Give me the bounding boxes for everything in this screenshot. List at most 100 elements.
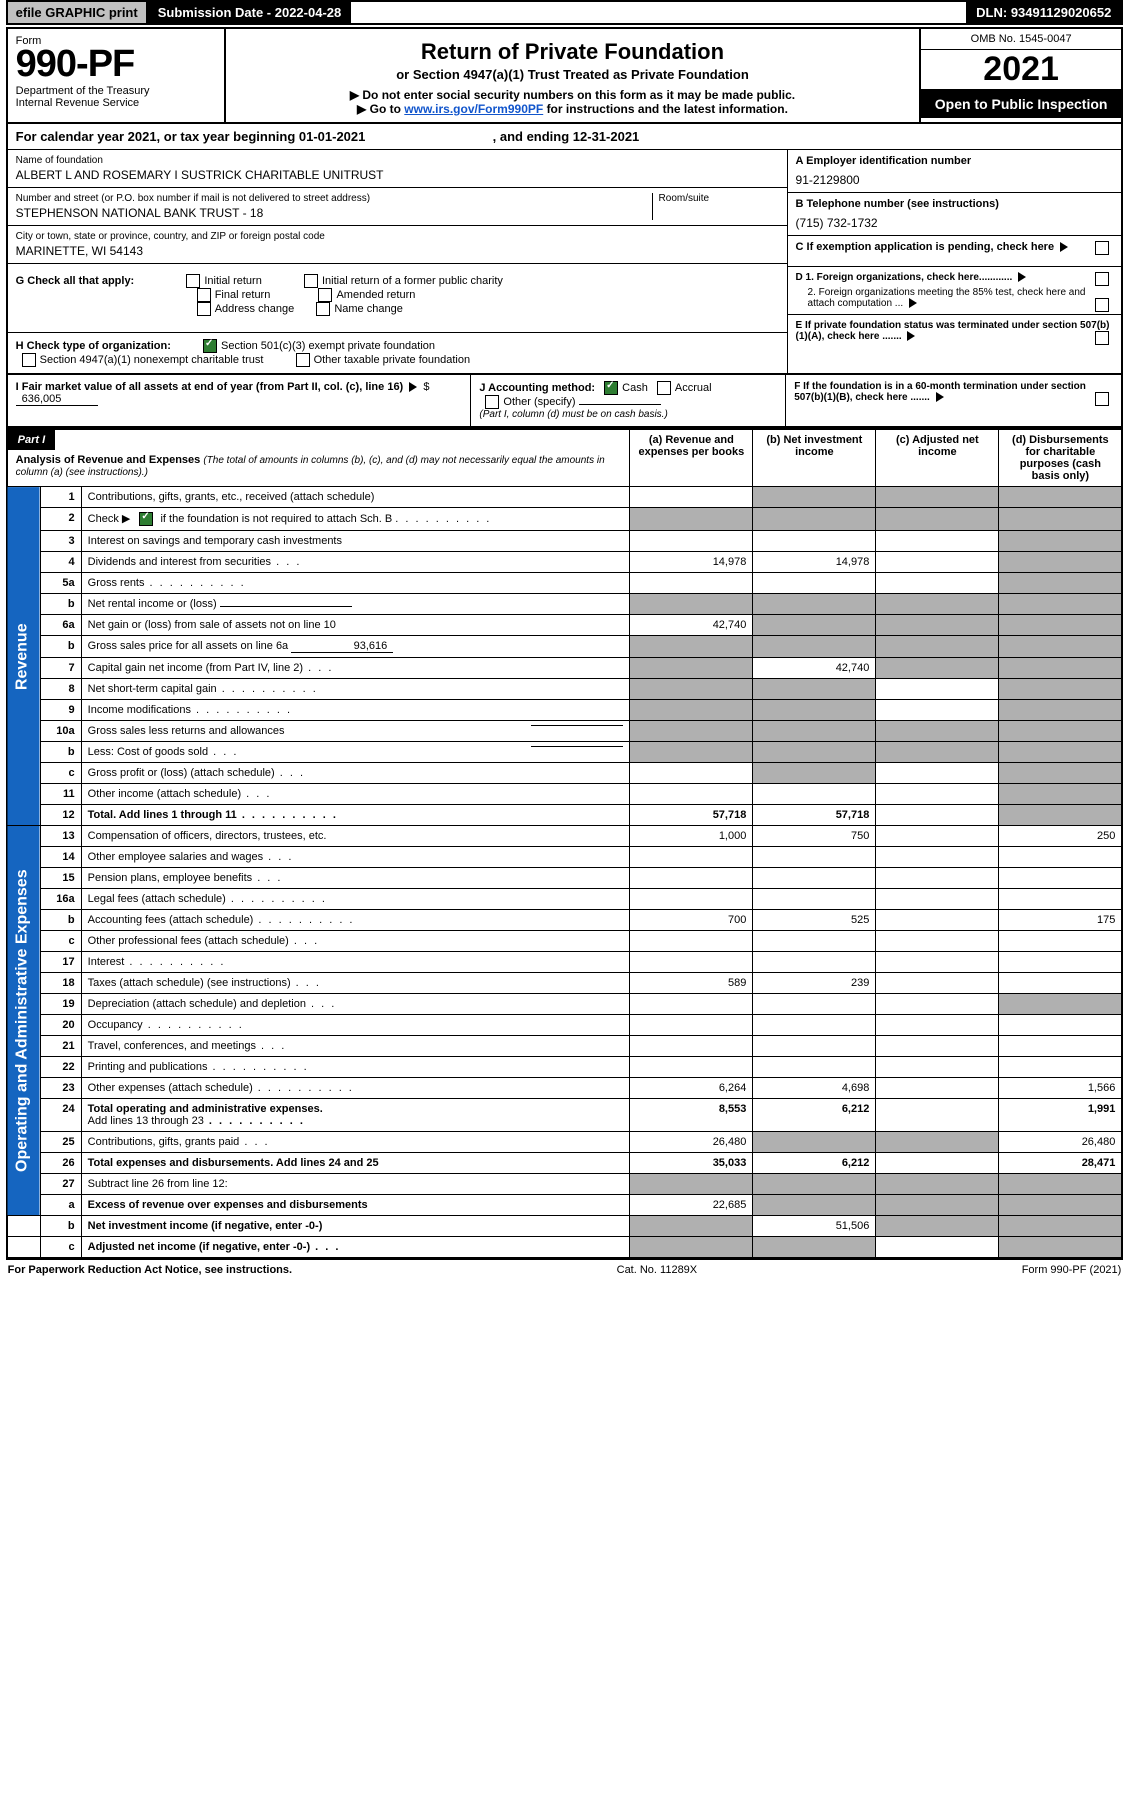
g-former-pub-checkbox[interactable]	[304, 274, 318, 288]
line-num: 14	[40, 847, 81, 868]
cal-end: , and ending 12-31-2021	[493, 129, 640, 144]
line-desc: Gross sales price for all assets on line…	[88, 640, 289, 652]
phone-label: B Telephone number (see instructions)	[796, 198, 999, 210]
footer-left: For Paperwork Reduction Act Notice, see …	[8, 1264, 292, 1276]
g-name-change-checkbox[interactable]	[316, 302, 330, 316]
line-num: 26	[40, 1153, 81, 1174]
f-checkbox[interactable]	[1095, 392, 1109, 406]
city-label: City or town, state or province, country…	[16, 231, 779, 242]
d2-checkbox[interactable]	[1095, 298, 1109, 312]
line-desc: Net gain or (loss) from sale of assets n…	[81, 615, 630, 636]
e-checkbox[interactable]	[1095, 331, 1109, 345]
calendar-year-row: For calendar year 2021, or tax year begi…	[6, 124, 1124, 150]
line-desc: Contributions, gifts, grants, etc., rece…	[81, 487, 630, 508]
form-header: Form 990-PF Department of the Treasury I…	[6, 27, 1124, 124]
j-accrual: Accrual	[675, 382, 712, 394]
j-accrual-checkbox[interactable]	[657, 381, 671, 395]
amt-cell: 1,566	[999, 1078, 1123, 1099]
line-num: b	[40, 910, 81, 931]
amt-cell: 14,978	[753, 552, 876, 573]
line-num: b	[40, 636, 81, 658]
j-other: Other (specify)	[503, 396, 575, 408]
part1-table: Part I Analysis of Revenue and Expenses …	[6, 428, 1124, 1259]
tax-year: 2021	[921, 50, 1121, 90]
j-note: (Part I, column (d) must be on cash basi…	[479, 409, 777, 420]
line-desc: Accounting fees (attach schedule)	[88, 914, 254, 926]
efile-label[interactable]: efile GRAPHIC print	[8, 2, 148, 23]
j-cash: Cash	[622, 382, 648, 394]
amt-cell: 750	[753, 826, 876, 847]
d1-checkbox[interactable]	[1095, 272, 1109, 286]
h-other-taxable-checkbox[interactable]	[296, 353, 310, 367]
footer-right: Form 990-PF (2021)	[1022, 1264, 1122, 1276]
i-value: 636,005	[16, 393, 98, 406]
line-num: 15	[40, 868, 81, 889]
line-desc: Pension plans, employee benefits	[88, 872, 253, 884]
footer-mid: Cat. No. 11289X	[617, 1264, 698, 1276]
amt-cell: 1,000	[630, 826, 753, 847]
goto-prefix: ▶ Go to	[357, 102, 404, 116]
line-desc: Other income (attach schedule)	[88, 788, 241, 800]
schb-checkbox[interactable]	[139, 512, 153, 526]
line-desc: Contributions, gifts, grants paid	[88, 1136, 240, 1148]
g-initial-return-checkbox[interactable]	[186, 274, 200, 288]
entity-section: Name of foundation ALBERT L AND ROSEMARY…	[6, 150, 1124, 375]
amt-cell: 175	[999, 910, 1123, 931]
amt-cell: 14,978	[630, 552, 753, 573]
g-label: G Check all that apply:	[16, 275, 135, 287]
g-opt1: Initial return	[204, 275, 261, 287]
d2-label: 2. Foreign organizations meeting the 85%…	[808, 287, 1086, 309]
amt-cell: 22,685	[630, 1195, 753, 1216]
line-desc: Travel, conferences, and meetings	[88, 1040, 256, 1052]
amt-cell: 28,471	[999, 1153, 1123, 1174]
g-final-return-checkbox[interactable]	[197, 288, 211, 302]
line-num: 24	[40, 1099, 81, 1132]
g-address-change-checkbox[interactable]	[197, 302, 211, 316]
line-num: 19	[40, 994, 81, 1015]
j-other-specify[interactable]	[579, 404, 661, 405]
line-num: 8	[40, 679, 81, 700]
line-num: 25	[40, 1132, 81, 1153]
arrow-icon	[409, 382, 417, 392]
irs-label: Internal Revenue Service	[16, 97, 216, 109]
line-num: b	[40, 742, 81, 763]
inline-value	[220, 606, 352, 607]
foundation-name-label: Name of foundation	[16, 155, 779, 166]
arrow-icon	[909, 298, 917, 308]
h-opt3: Other taxable private foundation	[314, 354, 471, 366]
line-num: 4	[40, 552, 81, 573]
arrow-icon	[1060, 242, 1068, 252]
j-cash-checkbox[interactable]	[604, 381, 618, 395]
form-number: 990-PF	[16, 47, 216, 81]
foundation-name: ALBERT L AND ROSEMARY I SUSTRICK CHARITA…	[16, 166, 779, 182]
line-num: b	[40, 594, 81, 615]
open-public-badge: Open to Public Inspection	[921, 90, 1121, 118]
line-num: 20	[40, 1015, 81, 1036]
line-desc: Depreciation (attach schedule) and deple…	[88, 998, 306, 1010]
line-num: 11	[40, 784, 81, 805]
part1-title: Analysis of Revenue and Expenses	[16, 454, 201, 466]
form990pf-link[interactable]: www.irs.gov/Form990PF	[404, 102, 543, 116]
room-label: Room/suite	[659, 193, 779, 204]
revenue-side-label: Revenue	[7, 487, 41, 826]
g-opt2: Final return	[215, 289, 271, 301]
line-num: 23	[40, 1078, 81, 1099]
line-num: 5a	[40, 573, 81, 594]
h-4947-checkbox[interactable]	[22, 353, 36, 367]
j-other-checkbox[interactable]	[485, 395, 499, 409]
form-title: Return of Private Foundation	[232, 39, 913, 65]
part1-badge: Part I	[8, 430, 56, 450]
dln-label: DLN: 93491129020652	[966, 2, 1121, 23]
e-label: E If private foundation status was termi…	[796, 320, 1110, 342]
col-c-header: (c) Adjusted net income	[876, 429, 999, 487]
c-checkbox[interactable]	[1095, 241, 1109, 255]
amt-cell: 26,480	[630, 1132, 753, 1153]
line-num: 6a	[40, 615, 81, 636]
g-amended-checkbox[interactable]	[318, 288, 332, 302]
line-num: a	[40, 1195, 81, 1216]
amt-cell: 42,740	[630, 615, 753, 636]
amt-cell: 42,740	[753, 658, 876, 679]
omb-number: OMB No. 1545-0047	[921, 29, 1121, 50]
amt-cell: 525	[753, 910, 876, 931]
h-501c3-checkbox[interactable]	[203, 339, 217, 353]
